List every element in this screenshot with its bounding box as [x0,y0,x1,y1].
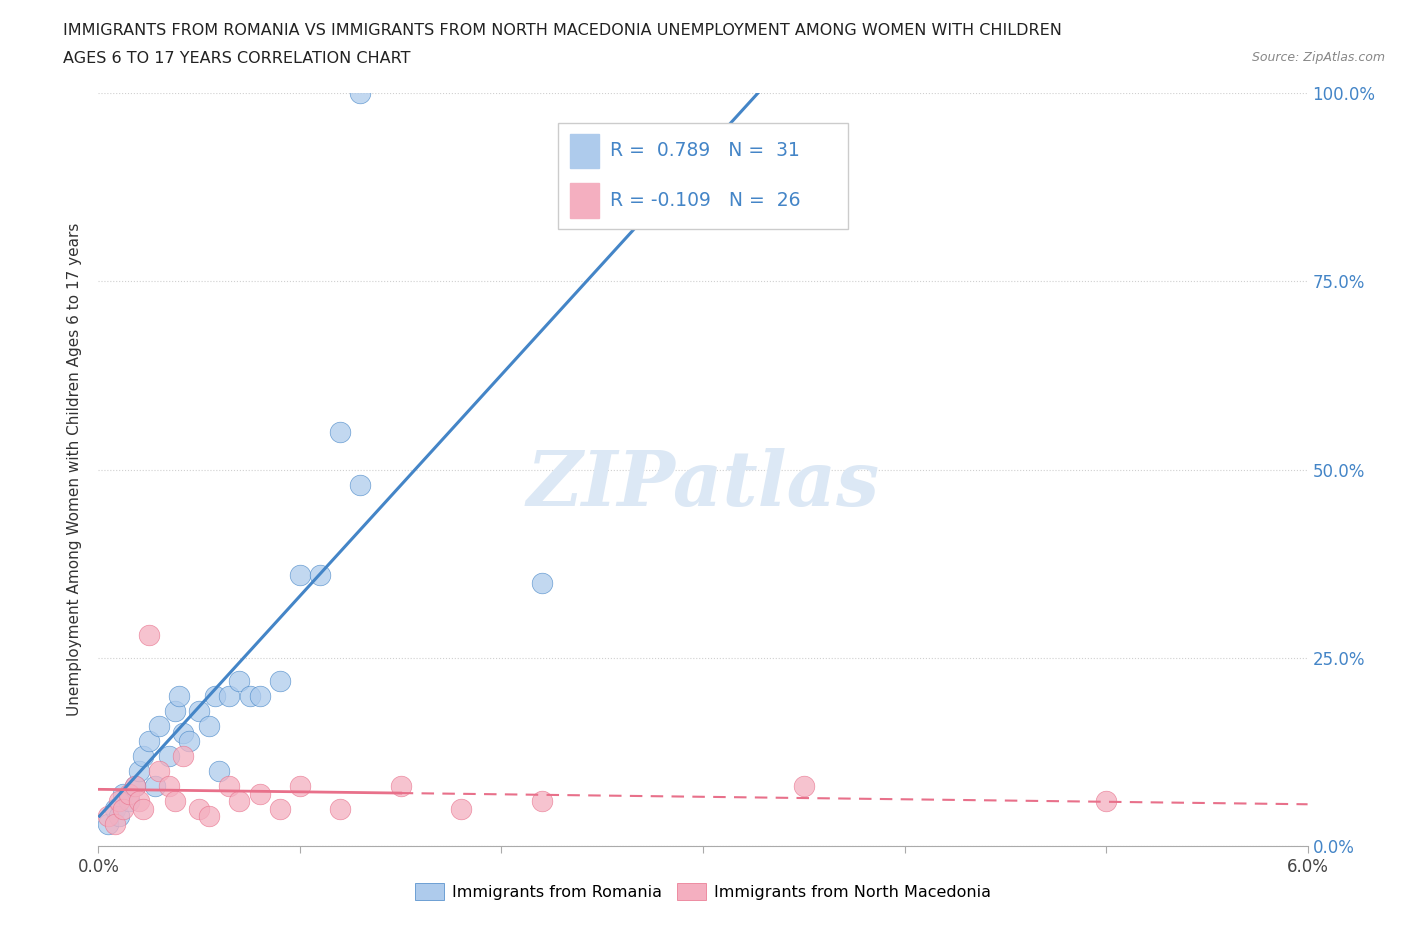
Point [188,802,211,817]
Point [349,477,371,492]
Point [249,786,271,801]
Point [239,688,262,703]
Point [228,673,250,688]
Point [107,793,129,808]
Point [198,809,221,824]
Point [228,793,250,808]
Y-axis label: Unemployment Among Women with Children Ages 6 to 17 years: Unemployment Among Women with Children A… [67,223,83,716]
Point [97,809,120,824]
Point [167,688,190,703]
Point [793,778,815,793]
Point [1095,793,1118,808]
Point [111,786,134,801]
Point [208,764,231,778]
Point [128,793,150,808]
Point [163,703,186,718]
Point [218,688,240,703]
Point [138,628,160,643]
Point [124,778,146,793]
Point [118,793,141,808]
Point [107,809,129,824]
Point [309,567,332,582]
Text: AGES 6 TO 17 YEARS CORRELATION CHART: AGES 6 TO 17 YEARS CORRELATION CHART [63,51,411,66]
Point [389,778,412,793]
Text: Source: ZipAtlas.com: Source: ZipAtlas.com [1251,51,1385,64]
Point [329,424,352,440]
Point [143,778,166,793]
Point [103,817,125,831]
Point [148,764,170,778]
Point [97,817,120,831]
Point [269,802,291,817]
Point [530,575,553,591]
Point [148,718,170,733]
Point [204,688,226,703]
Point [103,802,125,817]
Point [288,567,311,582]
Point [179,734,201,749]
Point [172,749,194,764]
Point [157,778,180,793]
Point [218,778,240,793]
Point [450,802,472,817]
Point [132,802,155,817]
Point [111,802,134,817]
Point [349,86,371,100]
Point [124,778,146,793]
Text: ZIPatlas: ZIPatlas [526,447,880,522]
Text: IMMIGRANTS FROM ROMANIA VS IMMIGRANTS FROM NORTH MACEDONIA UNEMPLOYMENT AMONG WO: IMMIGRANTS FROM ROMANIA VS IMMIGRANTS FR… [63,23,1062,38]
Point [288,778,311,793]
Legend: Immigrants from Romania, Immigrants from North Macedonia: Immigrants from Romania, Immigrants from… [408,877,998,906]
Point [188,703,211,718]
Point [157,749,180,764]
Point [329,802,352,817]
Point [249,688,271,703]
Point [269,673,291,688]
Point [118,786,141,801]
Point [163,793,186,808]
Point [128,764,150,778]
Point [172,726,194,741]
Point [198,718,221,733]
Point [530,793,553,808]
Point [132,749,155,764]
Point [138,734,160,749]
